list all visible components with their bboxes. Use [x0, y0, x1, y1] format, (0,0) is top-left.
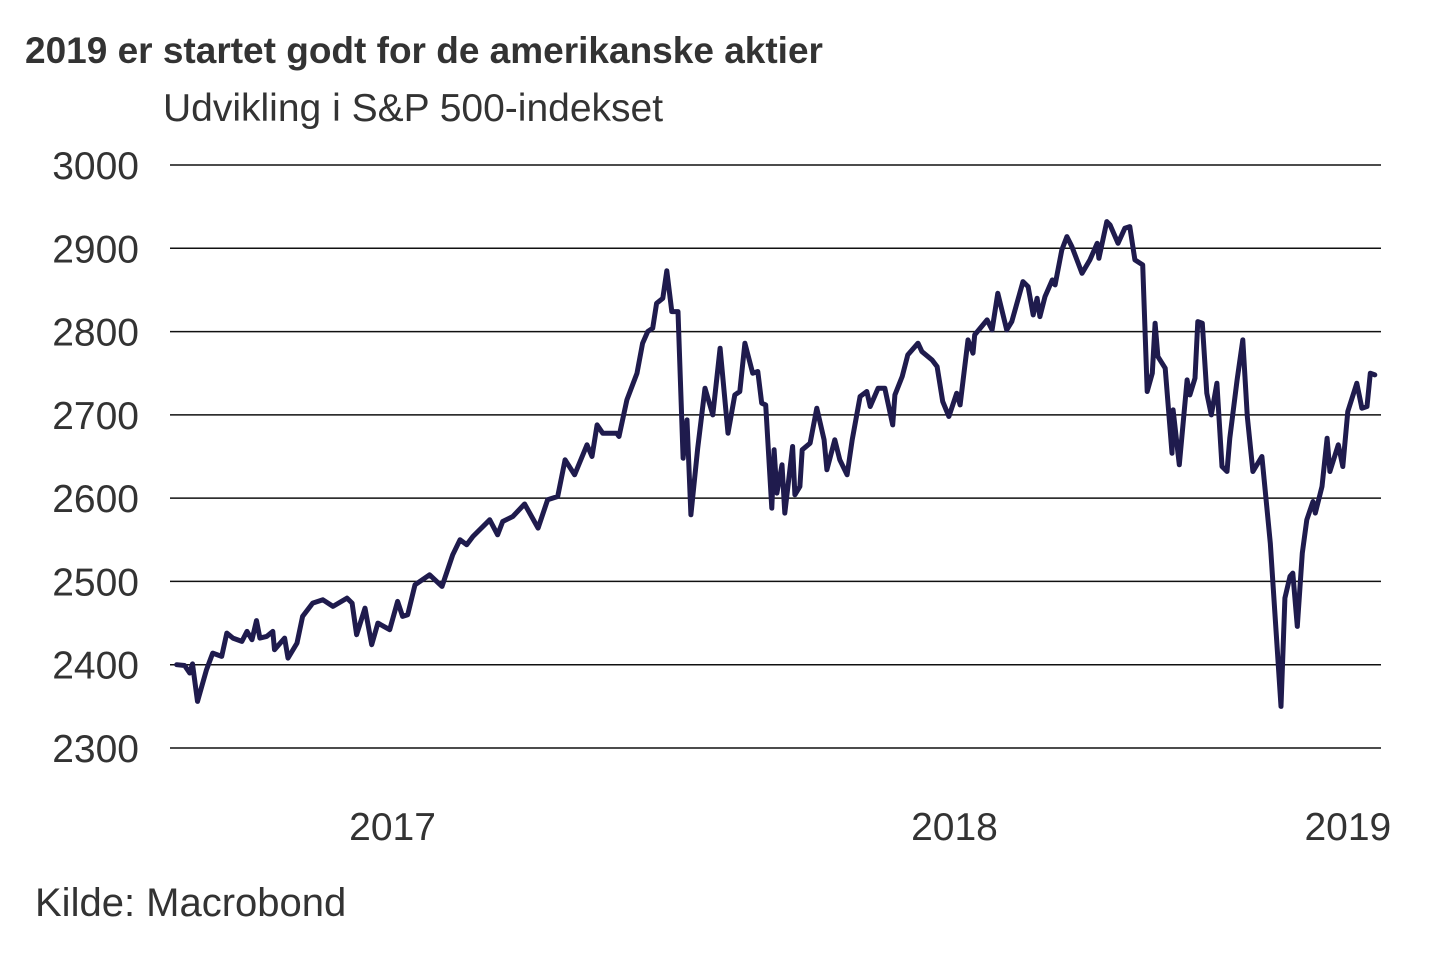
chart-subtitle: Udvikling i S&P 500-indekset — [163, 87, 663, 130]
x-axis-tick-labels: 2017 2018 2019 — [349, 806, 1391, 849]
y-axis-tick-labels: 2300 2400 2500 2600 2700 2800 2900 3000 — [52, 145, 139, 771]
y-tick-label: 2400 — [52, 645, 139, 688]
y-tick-label: 2800 — [52, 312, 139, 355]
x-tick-label: 2017 — [349, 806, 436, 849]
y-tick-label: 2700 — [52, 395, 139, 438]
source-note: Kilde: Macrobond — [35, 881, 346, 925]
y-tick-label: 2300 — [52, 728, 139, 771]
x-tick-label: 2019 — [1304, 806, 1391, 849]
gridlines — [170, 164, 1381, 749]
y-tick-label: 2600 — [52, 478, 139, 521]
x-tick-label: 2018 — [911, 806, 998, 849]
y-tick-label: 2900 — [52, 228, 139, 271]
y-tick-label: 2500 — [52, 561, 139, 604]
sp500-series-line — [174, 219, 1378, 709]
chart-title: 2019 er startet godt for de amerikanske … — [25, 30, 823, 71]
y-tick-label: 3000 — [52, 145, 139, 188]
